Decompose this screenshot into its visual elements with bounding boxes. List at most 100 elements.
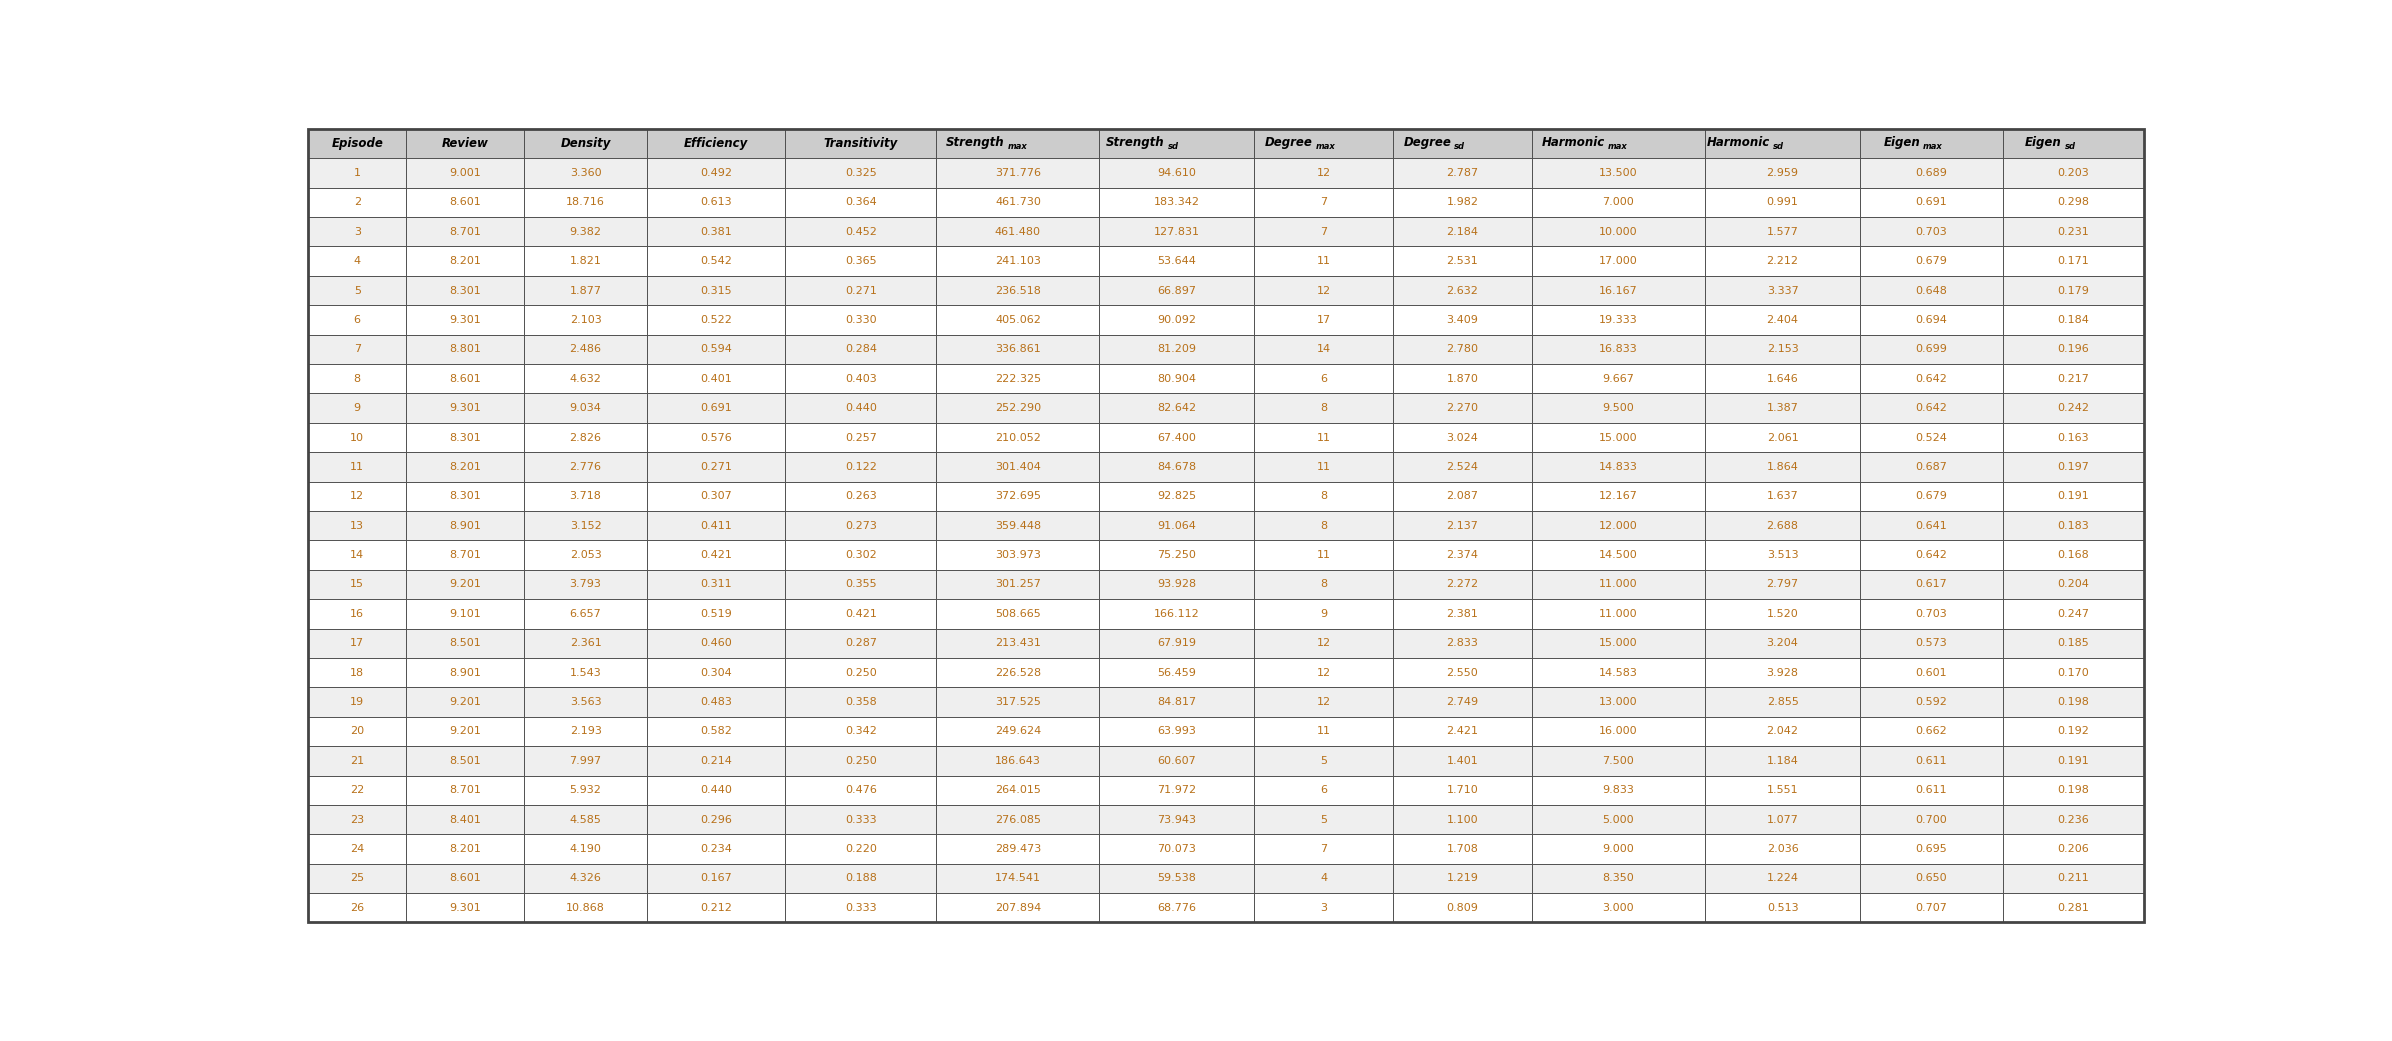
Bar [1531,658,1705,687]
Text: 8.201: 8.201 [450,462,481,472]
Text: 1.543: 1.543 [569,667,600,678]
Bar [1100,276,1253,305]
Text: 3.152: 3.152 [569,520,600,531]
Text: 2.137: 2.137 [1447,520,1478,531]
Bar [1253,746,1392,776]
Bar [1392,569,1531,600]
Text: 1.401: 1.401 [1447,756,1478,766]
Text: 0.311: 0.311 [701,580,732,589]
Text: 0.381: 0.381 [701,227,732,236]
Bar [524,423,646,452]
Bar [1705,334,1861,364]
Bar [1392,187,1531,218]
Text: sd: sd [2064,143,2076,151]
Text: 0.809: 0.809 [1447,903,1478,913]
Text: 92.825: 92.825 [1158,491,1196,502]
Text: Review: Review [443,137,488,150]
Text: 11: 11 [349,462,364,472]
Bar [1861,540,2002,569]
Bar [524,452,646,482]
Bar [1392,746,1531,776]
Text: 0.307: 0.307 [701,491,732,502]
Text: 3.513: 3.513 [1768,550,1799,560]
Text: 0.250: 0.250 [844,667,878,678]
Text: 2.103: 2.103 [569,315,600,325]
Bar [2002,805,2143,834]
Text: 9.833: 9.833 [1603,785,1634,795]
Text: 16.167: 16.167 [1600,285,1639,296]
Bar [1705,393,1861,423]
Bar [785,334,935,364]
Bar [2002,893,2143,922]
Text: 12: 12 [1316,168,1330,178]
Text: 8.401: 8.401 [450,815,481,824]
Bar [524,717,646,746]
Bar [309,540,407,569]
Bar [1100,334,1253,364]
Bar [407,247,524,276]
Bar [524,364,646,393]
Bar [2002,629,2143,658]
Text: 8: 8 [1320,580,1328,589]
Bar [1392,893,1531,922]
Text: 3.337: 3.337 [1768,285,1799,296]
Text: 0.699: 0.699 [1916,345,1947,354]
Bar [1531,187,1705,218]
Text: 2.153: 2.153 [1768,345,1799,354]
Bar [1100,187,1253,218]
Text: 0.281: 0.281 [2057,903,2088,913]
Bar [1100,687,1253,717]
Text: 0.703: 0.703 [1916,609,1947,619]
Bar [1705,717,1861,746]
Bar [524,393,646,423]
Text: 1.821: 1.821 [569,256,600,266]
Text: 1.708: 1.708 [1447,844,1478,854]
Bar [407,187,524,218]
Bar [785,276,935,305]
Bar [1253,805,1392,834]
Text: 75.250: 75.250 [1158,550,1196,560]
Bar [1705,540,1861,569]
Text: 166.112: 166.112 [1153,609,1201,619]
Text: 7.500: 7.500 [1603,756,1634,766]
Bar [646,717,785,746]
Text: 4: 4 [1320,873,1328,884]
Text: 8.701: 8.701 [450,550,481,560]
Text: 93.928: 93.928 [1158,580,1196,589]
Bar [935,893,1100,922]
Bar [524,569,646,600]
Bar [646,393,785,423]
Bar [2002,540,2143,569]
Bar [524,629,646,658]
Text: 2.212: 2.212 [1768,256,1799,266]
Text: 3.409: 3.409 [1447,315,1478,325]
Bar [935,393,1100,423]
Bar [1531,334,1705,364]
Bar [1100,717,1253,746]
Text: 53.644: 53.644 [1158,256,1196,266]
Text: 1.551: 1.551 [1768,785,1799,795]
Bar [2002,746,2143,776]
Text: 0.217: 0.217 [2057,374,2088,384]
Text: 0.271: 0.271 [844,285,878,296]
Bar [1531,776,1705,805]
Text: 6: 6 [1320,785,1328,795]
Text: 2.087: 2.087 [1447,491,1478,502]
Text: 0.592: 0.592 [1916,697,1947,707]
Bar [1100,864,1253,893]
Text: 0.695: 0.695 [1916,844,1947,854]
Text: 4.190: 4.190 [569,844,600,854]
Bar [1705,658,1861,687]
Bar [1531,629,1705,658]
Bar [646,511,785,540]
Text: 359.448: 359.448 [995,520,1041,531]
Text: Eigen: Eigen [2026,135,2062,149]
Text: 1.224: 1.224 [1768,873,1799,884]
Text: 2.042: 2.042 [1768,727,1799,736]
Text: 14: 14 [349,550,364,560]
Text: sd: sd [1772,143,1784,151]
Bar [785,423,935,452]
Text: 2.374: 2.374 [1447,550,1478,560]
Text: 9: 9 [1320,609,1328,619]
Bar [785,482,935,511]
